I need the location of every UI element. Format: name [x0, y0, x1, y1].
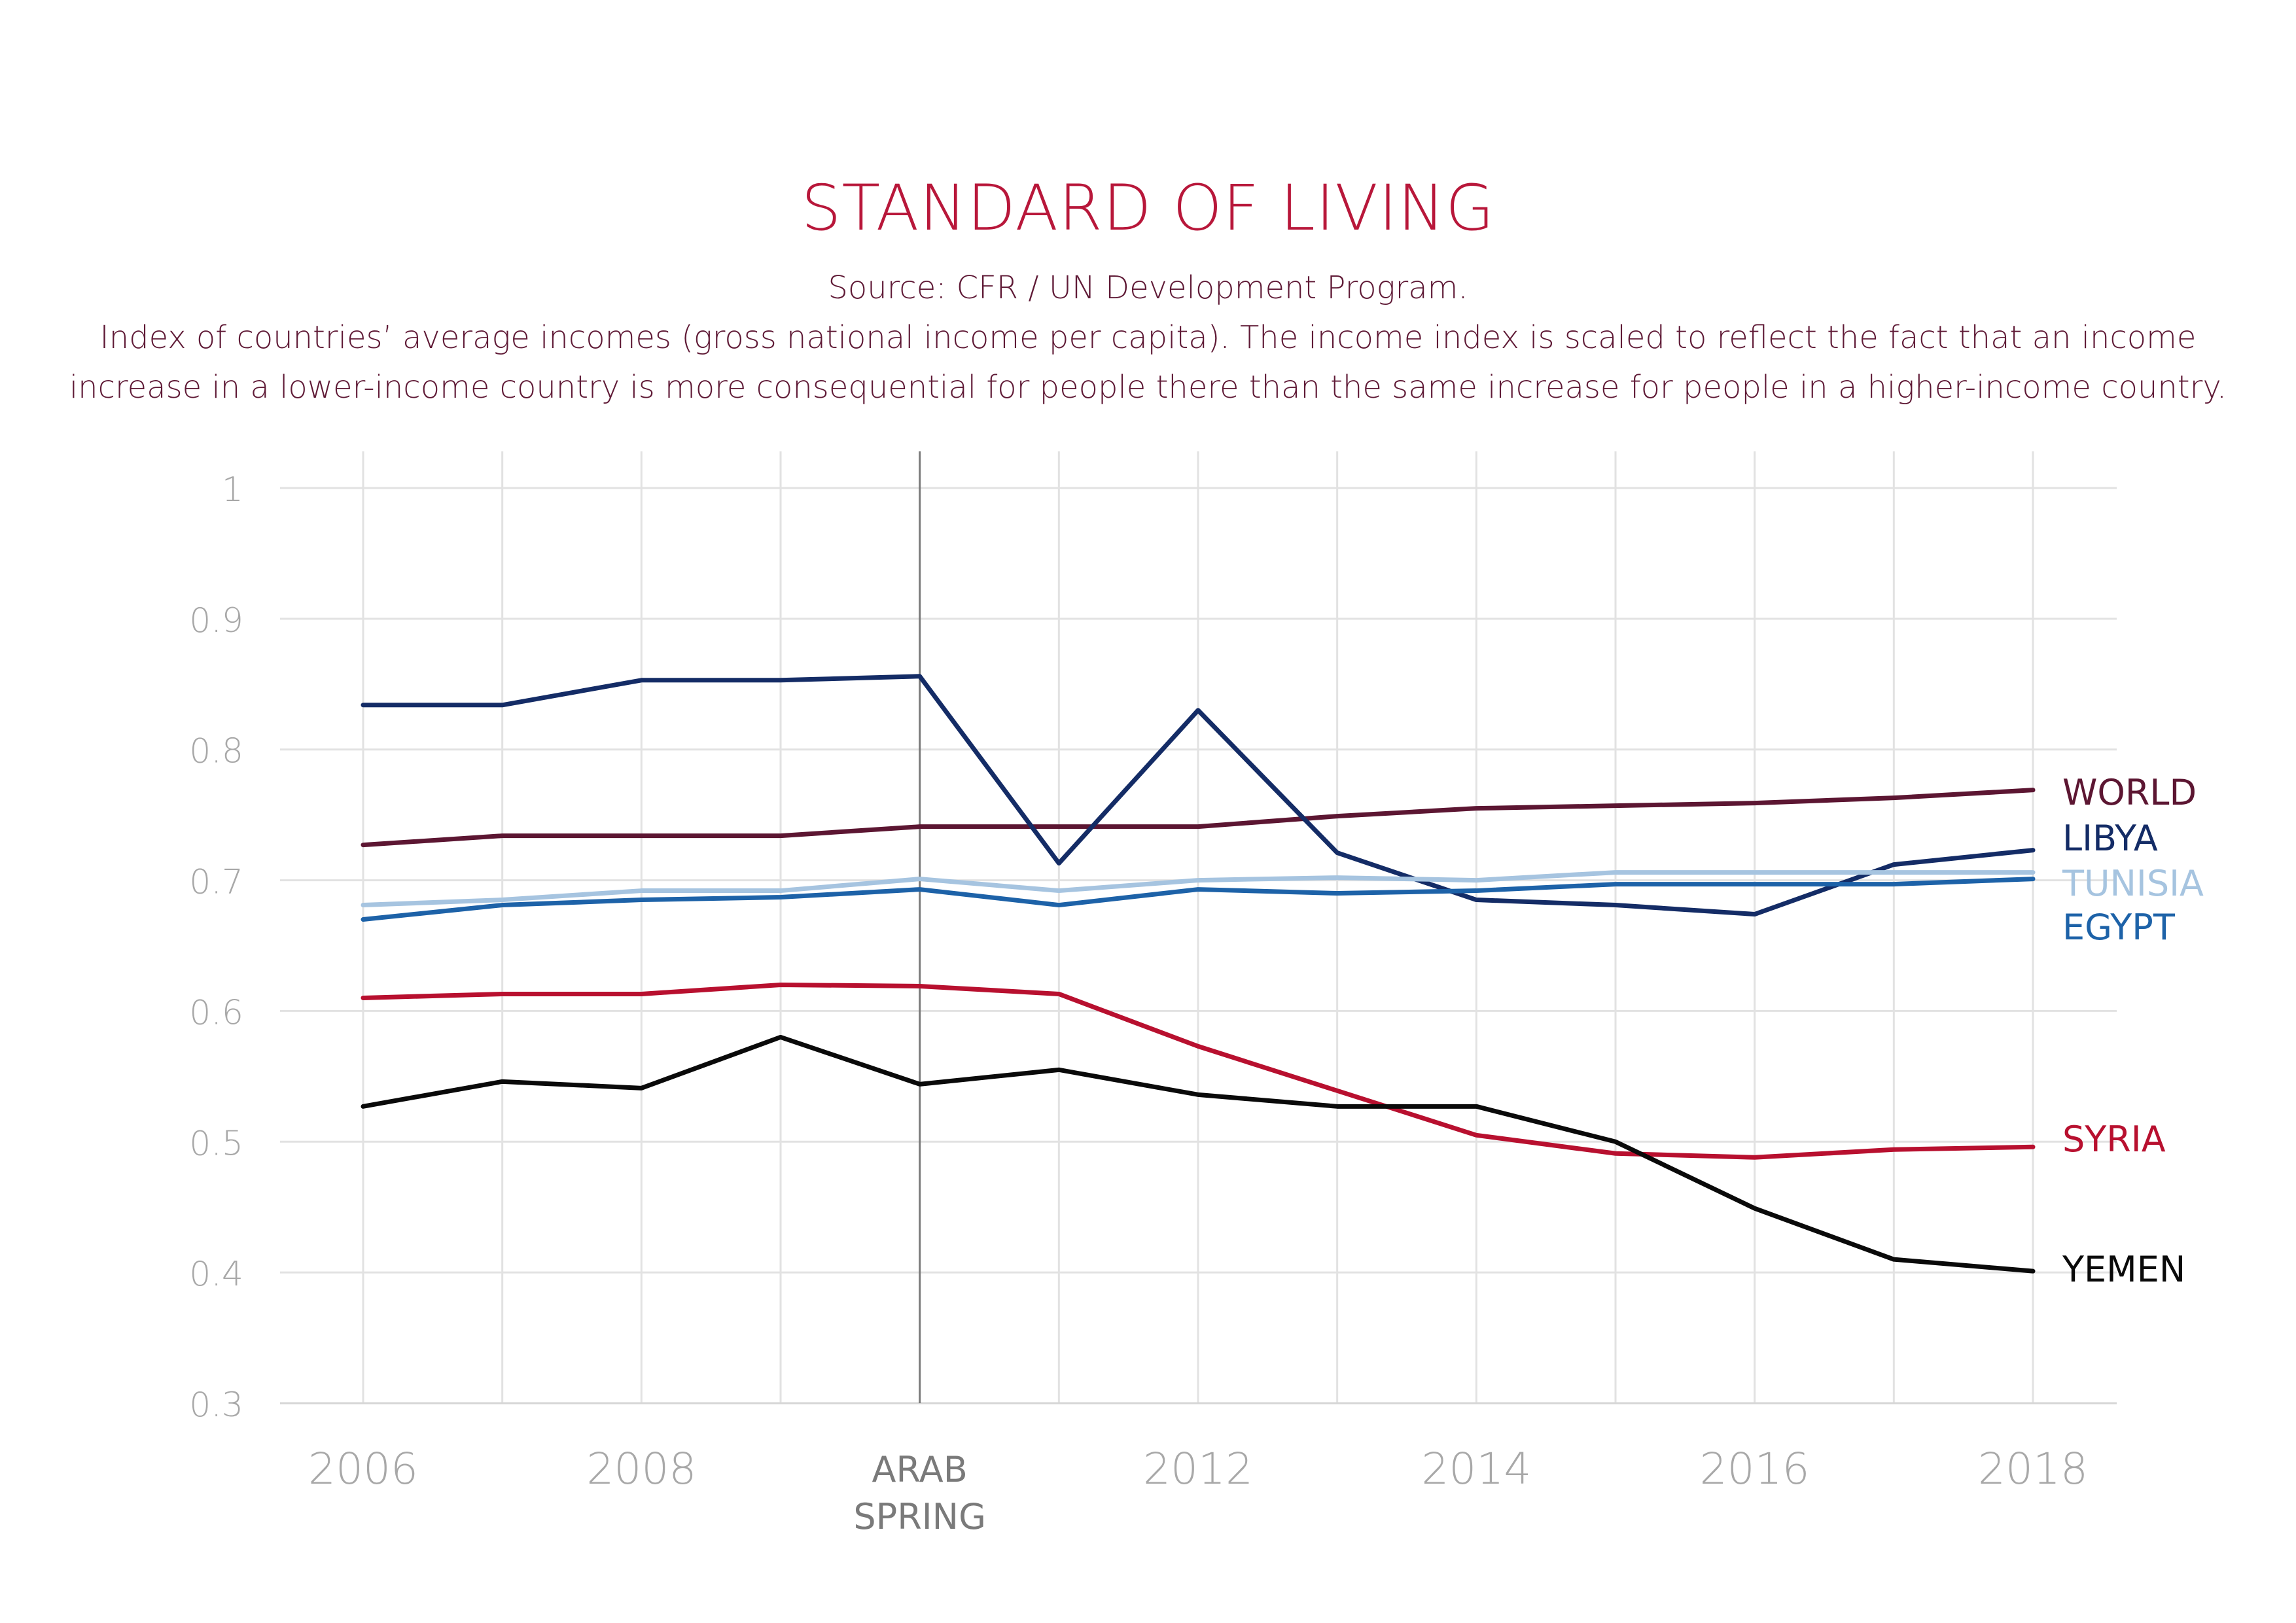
- series-label-libya: LIBYA: [2062, 818, 2158, 859]
- description-line-1: Index of countries’ average incomes (gro…: [99, 319, 2197, 356]
- y-tick-label: 0.4: [189, 1255, 243, 1294]
- y-tick-label: 0.9: [189, 601, 243, 640]
- y-tick-label: 0.7: [189, 863, 243, 902]
- y-tick-label: 0.6: [189, 993, 243, 1032]
- series-line-tunisia: [361, 870, 2036, 908]
- y-tick-label: 0.8: [189, 732, 243, 771]
- series-line-egypt: [361, 877, 2036, 922]
- arab-spring-label: ARAB: [872, 1449, 968, 1490]
- description-line-2: increase in a lower-income country is mo…: [69, 369, 2227, 406]
- chart-title: STANDARD OF LIVING: [801, 171, 1495, 245]
- series-label-tunisia: TUNISIA: [2062, 863, 2204, 904]
- x-tick-label: 2008: [586, 1444, 696, 1494]
- series-line-libya: [361, 674, 2036, 917]
- x-tick-label: 2006: [308, 1444, 418, 1494]
- series-label-syria: SYRIA: [2062, 1119, 2166, 1160]
- series-line-syria: [361, 982, 2036, 1160]
- series-label-yemen: YEMEN: [2062, 1249, 2185, 1290]
- x-tick-label: 2012: [1143, 1444, 1253, 1494]
- y-tick-label: 0.3: [189, 1386, 243, 1425]
- arab-spring-label: SPRING: [853, 1496, 986, 1537]
- axis-labels: 0.3 0.4 0.5 0.6 0.7 0.8 0.9 1 2006 2008 2012 2014 20…: [189, 470, 2088, 1494]
- series-line-yemen: [361, 1034, 2036, 1274]
- y-tick-label: 0.5: [189, 1124, 243, 1163]
- series-line-world: [361, 788, 2036, 848]
- x-tick-label: 2014: [1421, 1444, 1531, 1494]
- y-tick-label: 1: [222, 470, 243, 510]
- chart-description: Index of countries’ average incomes (gro…: [0, 313, 2296, 412]
- chart-source: Source: CFR / UN Development Program.: [828, 270, 1468, 306]
- series-label-world: WORLD: [2062, 772, 2197, 813]
- arab-spring-annotation: ARAB SPRING: [853, 451, 986, 1537]
- series-lines: [361, 674, 2036, 1274]
- x-tick-label: 2018: [1978, 1444, 2088, 1494]
- x-tick-label: 2016: [1700, 1444, 1810, 1494]
- grid-lines: [280, 451, 2117, 1405]
- series-label-egypt: EGYPT: [2062, 907, 2176, 948]
